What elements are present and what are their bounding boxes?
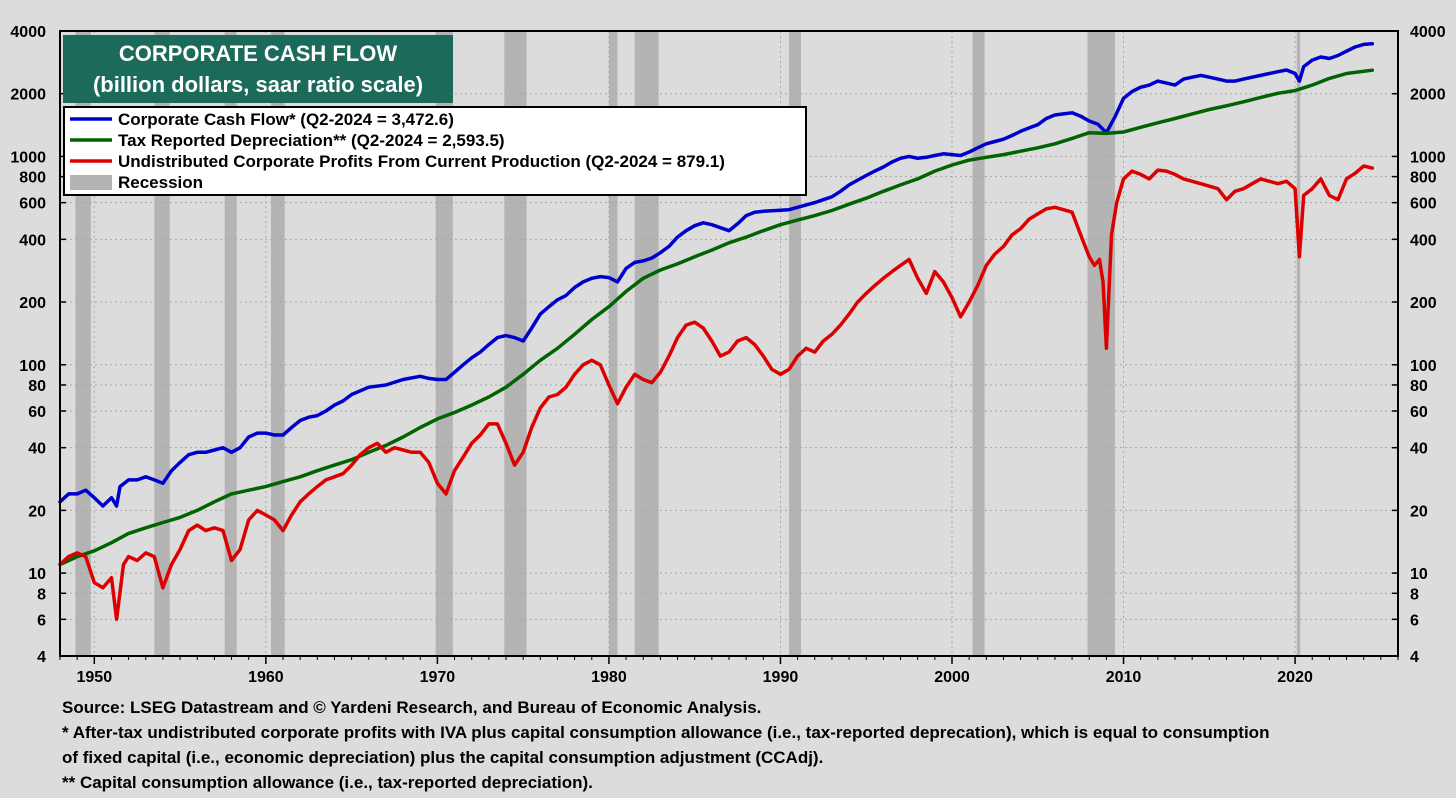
y-tick-label-left: 200 <box>19 295 46 312</box>
series-lines <box>58 42 1375 622</box>
y-tick-label-left: 6 <box>37 612 46 629</box>
x-tick-label: 1960 <box>248 669 284 686</box>
x-tick-label: 1970 <box>420 669 456 686</box>
recession-band <box>608 31 618 656</box>
y-tick-label-left: 10 <box>28 566 46 583</box>
y-tick-label-right: 60 <box>1410 404 1428 421</box>
x-tick-label: 2020 <box>1277 669 1313 686</box>
y-tick-label-left: 80 <box>28 378 46 395</box>
y-tick-label-right: 80 <box>1410 378 1428 395</box>
y-tick-label-left: 800 <box>19 170 46 187</box>
y-tick-label-left: 1000 <box>10 149 46 166</box>
x-tick-label: 2010 <box>1106 669 1142 686</box>
footnotes: Source: LSEG Datastream and © Yardeni Re… <box>62 695 1442 795</box>
y-tick-label-left: 8 <box>37 586 46 603</box>
y-tick-label-left: 400 <box>19 232 46 249</box>
y-tick-label-right: 1000 <box>1410 149 1446 166</box>
title-box: CORPORATE CASH FLOW (billion dollars, sa… <box>63 35 453 103</box>
y-tick-label-left: 600 <box>19 196 46 213</box>
footnote-1-line-2: of fixed capital (i.e., economic depreci… <box>62 748 824 767</box>
legend-label: Corporate Cash Flow* (Q2-2024 = 3,472.6) <box>118 110 454 129</box>
y-tick-label-right: 40 <box>1410 441 1428 458</box>
x-axis: 1950 1960 1970 1980 1990 2000 2010 2020 <box>59 656 1399 686</box>
y-axis-right: 4 6 8 10 20 40 60 80 100 200 400 600 800 1000 2000 4000 <box>1392 24 1446 666</box>
y-tick-label-right: 2000 <box>1410 87 1446 104</box>
x-tick-label: 1980 <box>591 669 627 686</box>
series-line-tax-reported-depreciation <box>58 68 1375 567</box>
legend-swatch-recession <box>70 175 112 190</box>
x-tick-label: 1990 <box>763 669 799 686</box>
footnote-1-line-1: * After-tax undistributed corporate prof… <box>62 723 1270 742</box>
y-tick-label-right: 20 <box>1410 503 1428 520</box>
y-tick-label-left: 60 <box>28 404 46 421</box>
y-tick-label-right: 600 <box>1410 196 1437 213</box>
y-tick-label-right: 6 <box>1410 612 1419 629</box>
series-line-corporate-cash-flow <box>58 42 1375 508</box>
y-tick-label-right: 400 <box>1410 232 1437 249</box>
footnote-2: ** Capital consumption allowance (i.e., … <box>62 773 593 792</box>
legend-label: Tax Reported Depreciation** (Q2-2024 = 2… <box>118 131 505 150</box>
y-axis-left: 4 6 8 10 20 40 60 80 100 200 400 600 800 1000 2000 4000 <box>10 24 66 666</box>
recession-band <box>972 31 985 656</box>
y-tick-label-right: 8 <box>1410 586 1419 603</box>
recession-band <box>1296 31 1301 656</box>
y-tick-label-left: 40 <box>28 441 46 458</box>
y-tick-label-left: 4 <box>37 649 46 666</box>
recession-band <box>1087 31 1115 656</box>
legend-box <box>63 106 807 196</box>
y-tick-label-right: 4 <box>1410 649 1419 666</box>
y-tick-label-right: 200 <box>1410 295 1437 312</box>
source-note: Source: LSEG Datastream and © Yardeni Re… <box>62 698 762 717</box>
legend-label: Recession <box>118 173 203 192</box>
x-tick-label: 2000 <box>934 669 970 686</box>
y-tick-label-right: 100 <box>1410 358 1437 375</box>
series-line-undistributed-corporate-profits-from-current-production <box>58 164 1375 622</box>
legend-label: Undistributed Corporate Profits From Cur… <box>118 152 725 171</box>
y-tick-label-right: 800 <box>1410 170 1437 187</box>
y-tick-label-left: 2000 <box>10 87 46 104</box>
chart-title: CORPORATE CASH FLOW <box>119 41 397 66</box>
chart-subtitle: (billion dollars, saar ratio scale) <box>93 72 423 97</box>
y-tick-label-right: 4000 <box>1410 24 1446 41</box>
title-background <box>63 35 453 103</box>
y-tick-label-left: 20 <box>28 503 46 520</box>
y-tick-label-left: 4000 <box>10 24 46 41</box>
y-tick-label-left: 100 <box>19 358 46 375</box>
legend: Corporate Cash Flow* (Q2-2024 = 3,472.6)… <box>63 106 807 196</box>
y-tick-label-right: 10 <box>1410 566 1428 583</box>
x-tick-label: 1950 <box>77 669 113 686</box>
